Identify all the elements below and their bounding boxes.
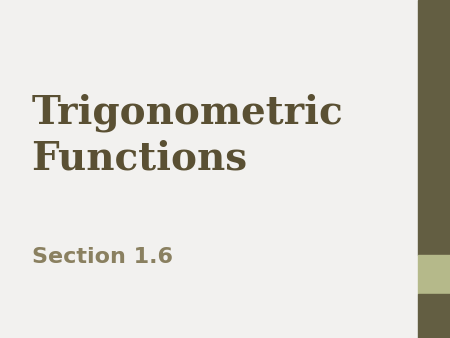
Bar [418,294,450,338]
Text: Trigonometric
Functions: Trigonometric Functions [32,93,343,177]
Text: Section 1.6: Section 1.6 [32,247,172,267]
Bar [418,255,450,294]
Bar [418,0,450,255]
